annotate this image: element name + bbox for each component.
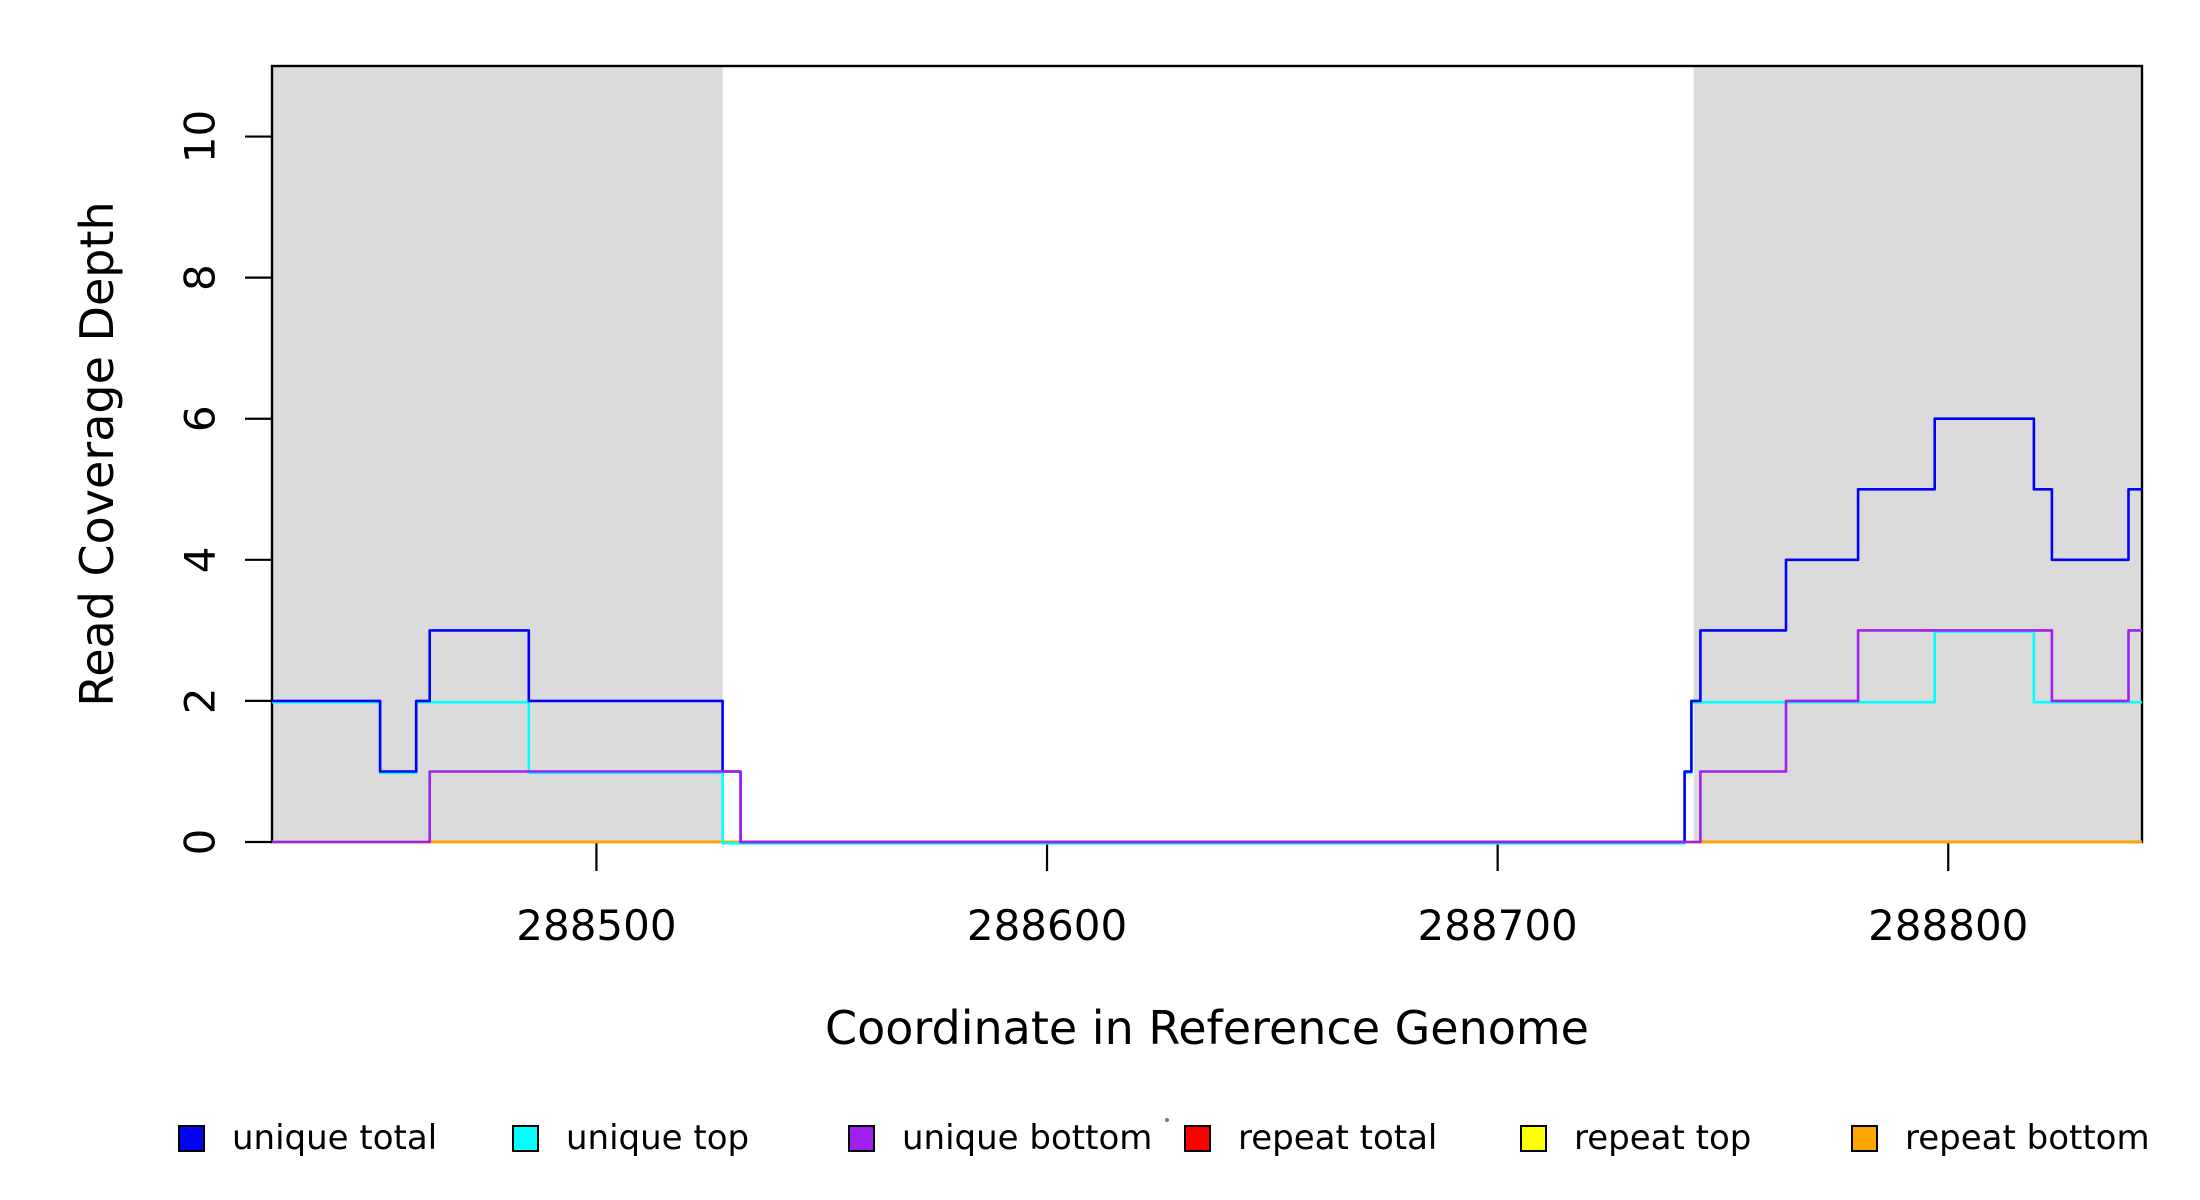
stray-mark [1165, 1118, 1169, 1122]
y-tick-label: 8 [176, 264, 225, 291]
series-unique-total [272, 417, 2142, 844]
series-unique-bottom [272, 629, 2142, 844]
y-axis-label: Read Coverage Depth [70, 201, 124, 707]
x-axis-label: Coordinate in Reference Genome [825, 1001, 1589, 1055]
x-tick-label: 288700 [1417, 901, 1577, 950]
y-tick-label: 10 [176, 110, 225, 163]
y-tick-label: 0 [176, 829, 225, 856]
y-tick-label: 6 [176, 405, 225, 432]
shaded-region-1 [272, 66, 723, 842]
x-tick-label: 288600 [967, 901, 1127, 950]
shaded-region-2 [1693, 66, 2142, 842]
y-tick-label: 4 [176, 546, 225, 573]
x-tick-label: 288800 [1868, 901, 2028, 950]
x-tick-label: 288500 [516, 901, 676, 950]
y-tick-label: 2 [176, 688, 225, 715]
